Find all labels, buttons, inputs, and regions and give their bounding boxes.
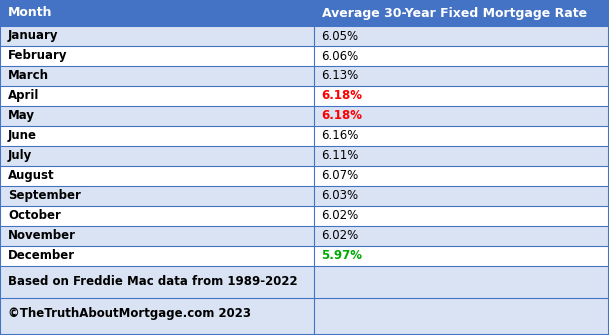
FancyBboxPatch shape — [314, 246, 609, 266]
FancyBboxPatch shape — [314, 66, 609, 86]
Text: 6.07%: 6.07% — [322, 170, 359, 183]
FancyBboxPatch shape — [314, 166, 609, 186]
FancyBboxPatch shape — [0, 46, 314, 66]
FancyBboxPatch shape — [314, 126, 609, 146]
Text: 6.06%: 6.06% — [322, 50, 359, 63]
Text: January: January — [8, 29, 58, 43]
FancyBboxPatch shape — [0, 226, 314, 246]
Text: June: June — [8, 130, 37, 142]
FancyBboxPatch shape — [0, 146, 314, 166]
FancyBboxPatch shape — [0, 206, 314, 226]
Text: September: September — [8, 190, 81, 202]
FancyBboxPatch shape — [314, 106, 609, 126]
Text: March: March — [8, 69, 49, 82]
Text: Month: Month — [8, 6, 52, 19]
Text: 6.11%: 6.11% — [322, 149, 359, 162]
FancyBboxPatch shape — [0, 0, 314, 26]
Text: October: October — [8, 209, 61, 222]
FancyBboxPatch shape — [0, 266, 314, 298]
FancyBboxPatch shape — [0, 166, 314, 186]
Text: 5.97%: 5.97% — [322, 250, 362, 263]
Text: August: August — [8, 170, 55, 183]
Text: 6.16%: 6.16% — [322, 130, 359, 142]
Text: July: July — [8, 149, 32, 162]
FancyBboxPatch shape — [314, 26, 609, 46]
FancyBboxPatch shape — [314, 266, 609, 298]
FancyBboxPatch shape — [314, 206, 609, 226]
FancyBboxPatch shape — [0, 298, 314, 330]
FancyBboxPatch shape — [0, 126, 314, 146]
FancyBboxPatch shape — [314, 186, 609, 206]
FancyBboxPatch shape — [0, 246, 314, 266]
FancyBboxPatch shape — [314, 46, 609, 66]
Text: December: December — [8, 250, 75, 263]
FancyBboxPatch shape — [0, 106, 314, 126]
Text: 6.03%: 6.03% — [322, 190, 359, 202]
Text: ©TheTruthAboutMortgage.com 2023: ©TheTruthAboutMortgage.com 2023 — [8, 308, 251, 321]
FancyBboxPatch shape — [314, 86, 609, 106]
Text: 6.02%: 6.02% — [322, 229, 359, 243]
FancyBboxPatch shape — [314, 298, 609, 330]
Text: November: November — [8, 229, 76, 243]
Text: Average 30-Year Fixed Mortgage Rate: Average 30-Year Fixed Mortgage Rate — [322, 6, 586, 19]
FancyBboxPatch shape — [0, 66, 314, 86]
FancyBboxPatch shape — [314, 146, 609, 166]
FancyBboxPatch shape — [314, 226, 609, 246]
Text: Based on Freddie Mac data from 1989-2022: Based on Freddie Mac data from 1989-2022 — [8, 275, 298, 288]
FancyBboxPatch shape — [0, 186, 314, 206]
FancyBboxPatch shape — [314, 0, 609, 26]
Text: 6.18%: 6.18% — [322, 110, 362, 123]
Text: May: May — [8, 110, 35, 123]
FancyBboxPatch shape — [0, 86, 314, 106]
Text: 6.13%: 6.13% — [322, 69, 359, 82]
Text: 6.05%: 6.05% — [322, 29, 359, 43]
FancyBboxPatch shape — [0, 26, 314, 46]
Text: 6.02%: 6.02% — [322, 209, 359, 222]
Text: 6.18%: 6.18% — [322, 89, 362, 103]
Text: April: April — [8, 89, 40, 103]
Text: February: February — [8, 50, 68, 63]
